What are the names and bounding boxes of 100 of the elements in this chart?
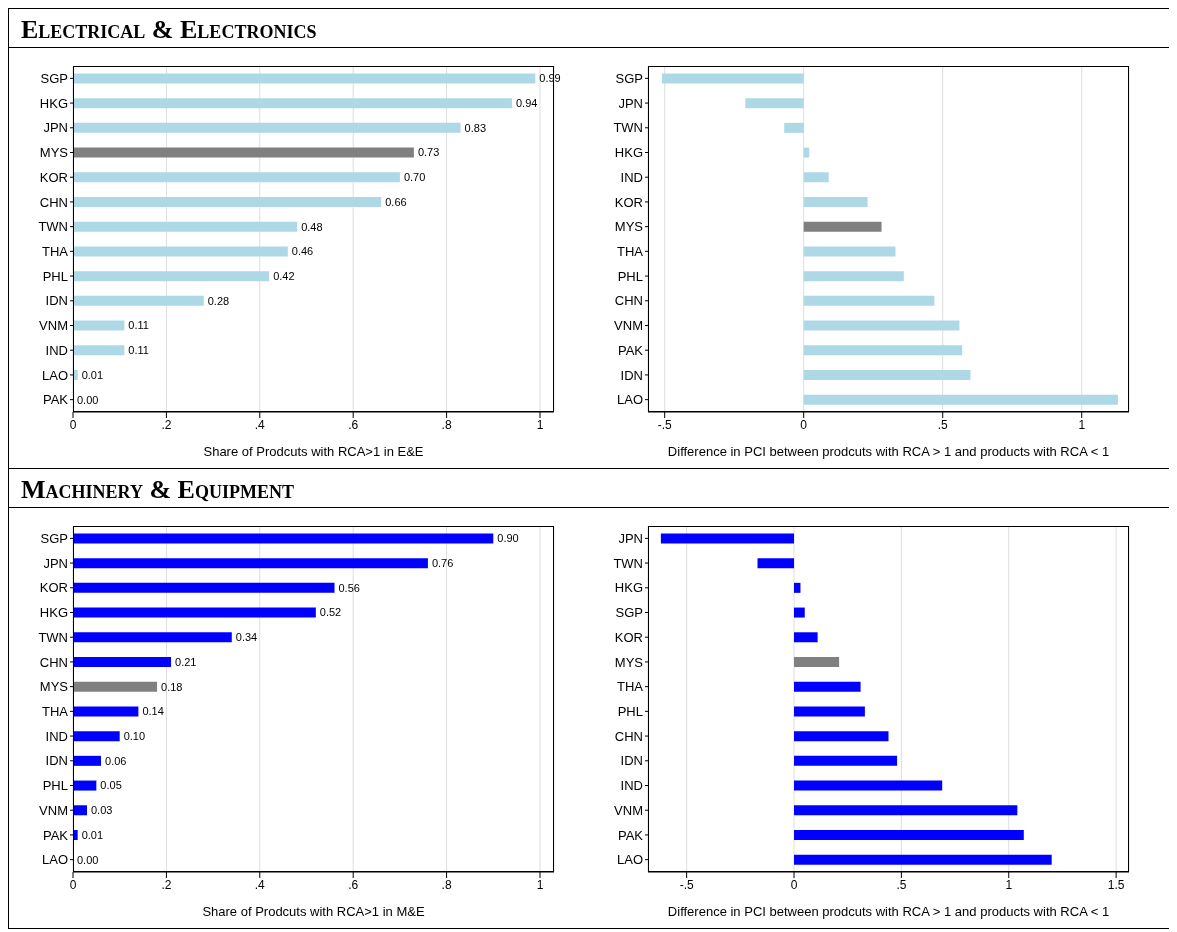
y-tick-label: HKG: [39, 95, 68, 111]
x-tick-label: -.5: [657, 417, 672, 432]
y-tick-label: IND: [45, 342, 68, 358]
x-axis-title: Difference in PCI between prodcuts with RCA > 1 and products with RCA < 1: [667, 444, 1110, 459]
bar: [73, 656, 172, 667]
bar: [73, 558, 428, 569]
x-tick-label: .4: [254, 877, 266, 892]
bar: [73, 271, 270, 282]
bar: [794, 582, 801, 593]
bar: [73, 98, 512, 109]
x-tick-label: 1: [1005, 877, 1013, 892]
x-axis-title: Difference in PCI between prodcuts with RCA > 1 and products with RCA < 1: [667, 904, 1110, 919]
bar: [803, 221, 882, 232]
y-tick-label: PHL: [617, 268, 643, 284]
data-label: 0.28: [207, 294, 230, 307]
y-tick-label: CHN: [614, 728, 643, 744]
data-label: 0.83: [464, 121, 487, 134]
y-tick-label: KOR: [614, 194, 643, 210]
x-tick-label: 1: [536, 417, 544, 432]
y-tick-label: PAK: [42, 392, 69, 408]
y-tick-label: HKG: [614, 580, 643, 596]
bar: [803, 345, 963, 356]
bar: [73, 607, 316, 618]
chart-title: Machinery & Equipment: [21, 474, 294, 506]
bar: [794, 829, 1024, 840]
y-tick-label: CHN: [39, 194, 68, 210]
y-tick-label: VNM: [614, 802, 643, 818]
bar: [73, 320, 125, 331]
y-tick-label: HKG: [614, 145, 643, 161]
y-tick-label: IND: [620, 778, 643, 794]
bar: [73, 147, 414, 158]
bar: [661, 73, 804, 84]
x-tick-label: .8: [441, 417, 452, 432]
y-tick-label: MYS: [614, 654, 644, 670]
y-tick-label: THA: [617, 679, 644, 695]
data-label: 0.00: [77, 853, 99, 866]
bar: [73, 755, 102, 766]
data-label: 0.11: [128, 344, 149, 357]
y-tick-label: JPN: [618, 95, 643, 111]
bar: [73, 122, 461, 133]
data-label: 0.10: [123, 729, 146, 742]
y-tick-label: KOR: [614, 629, 643, 645]
x-tick-label: 1.5: [1107, 877, 1125, 892]
x-tick-label: 0: [790, 877, 798, 892]
bar: [794, 755, 898, 766]
bar: [73, 582, 335, 593]
x-tick-label: 1: [1078, 417, 1086, 432]
data-label: 0.66: [385, 195, 407, 208]
bar: [73, 221, 298, 232]
x-tick-label: 0: [69, 417, 77, 432]
bar: [745, 98, 804, 109]
data-label: 0.70: [403, 171, 426, 184]
data-label: 0.18: [161, 680, 183, 693]
x-tick-label: .4: [254, 417, 266, 432]
y-tick-label: CHN: [614, 293, 643, 309]
y-tick-label: KOR: [39, 580, 68, 596]
y-tick-label: SGP: [40, 70, 68, 86]
y-tick-label: PHL: [42, 778, 68, 794]
y-tick-label: VNM: [614, 318, 643, 334]
y-tick-label: PAK: [617, 342, 644, 358]
data-label: 0.52: [319, 606, 342, 619]
bar: [803, 271, 904, 282]
data-label: 0.56: [338, 581, 360, 594]
x-tick-label: .5: [896, 877, 907, 892]
bar: [660, 533, 795, 544]
bar: [73, 632, 232, 643]
y-tick-label: IDN: [45, 753, 68, 769]
bar: [757, 558, 795, 569]
bar: [803, 394, 1118, 405]
bar: [794, 681, 861, 692]
data-label: 0.46: [291, 245, 314, 258]
y-tick-label: JPN: [43, 120, 68, 136]
y-tick-label: THA: [42, 243, 69, 259]
data-label: 0.11: [128, 319, 149, 332]
y-tick-label: IND: [620, 169, 643, 185]
x-tick-label: .6: [348, 877, 359, 892]
y-tick-label: MYS: [39, 145, 69, 161]
y-tick-label: LAO: [41, 852, 68, 868]
bar: [803, 369, 971, 380]
data-label: 0.05: [100, 779, 122, 792]
bar: [73, 805, 88, 816]
y-tick-label: SGP: [40, 530, 68, 546]
data-label: 0.00: [77, 393, 99, 406]
bar: [794, 854, 1052, 865]
bar: [73, 780, 97, 791]
x-tick-label: .2: [161, 877, 172, 892]
bar: [784, 122, 804, 133]
bar: [794, 805, 1018, 816]
data-label: 0.42: [273, 269, 295, 282]
data-label: 0.90: [497, 532, 519, 545]
y-tick-label: TWN: [613, 120, 643, 136]
y-tick-label: TWN: [613, 555, 643, 571]
y-tick-label: TWN: [38, 629, 68, 645]
bar: [794, 780, 943, 791]
y-tick-label: THA: [42, 703, 69, 719]
bar: [803, 320, 960, 331]
bar: [73, 731, 120, 742]
y-tick-label: IDN: [620, 367, 643, 383]
y-tick-label: LAO: [616, 852, 643, 868]
bar: [794, 731, 889, 742]
